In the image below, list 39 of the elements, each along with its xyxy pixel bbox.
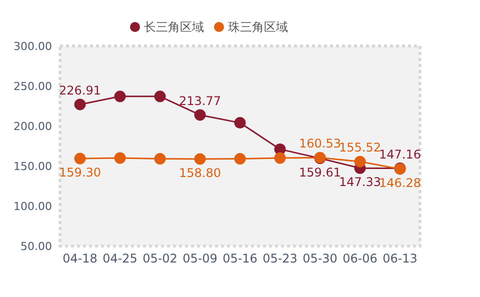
x-tick-label: 05-09 — [182, 252, 218, 266]
point — [234, 153, 246, 165]
point — [114, 152, 126, 164]
point — [154, 90, 166, 102]
point — [354, 156, 366, 168]
x-tick-label: 05-23 — [262, 252, 298, 266]
legend-label: 珠三角区域 — [228, 20, 288, 34]
x-tick-label: 06-06 — [342, 252, 378, 266]
point — [194, 109, 206, 121]
x-tick-label: 05-16 — [222, 252, 258, 266]
data-label: 160.53 — [299, 136, 341, 151]
data-label: 159.61 — [299, 165, 341, 180]
x-tick-label: 05-02 — [142, 252, 178, 266]
y-tick-label: 150.00 — [14, 160, 52, 173]
data-label: 159.30 — [59, 166, 101, 180]
data-label: 226.91 — [59, 83, 101, 98]
y-tick-label: 50.00 — [20, 240, 52, 253]
x-tick-label: 06-13 — [382, 252, 418, 266]
y-tick-label: 300.00 — [14, 40, 52, 53]
legend-label: 长三角区域 — [144, 20, 204, 34]
point — [74, 98, 86, 110]
data-label: 158.80 — [179, 166, 221, 180]
y-tick-label: 200.00 — [14, 120, 52, 133]
data-label: 213.77 — [179, 94, 221, 108]
x-tick-label: 05-30 — [302, 252, 338, 266]
point — [194, 153, 206, 165]
point — [274, 152, 286, 164]
data-label: 147.33 — [339, 175, 381, 190]
y-tick-label: 100.00 — [14, 200, 52, 213]
data-label: 155.52 — [339, 140, 381, 155]
data-label: 146.28 — [379, 176, 421, 190]
y-tick-label: 250.00 — [14, 80, 52, 93]
point — [234, 117, 246, 129]
x-tick-label: 04-25 — [102, 252, 138, 266]
data-label: 147.16 — [379, 147, 421, 162]
point — [114, 90, 126, 102]
x-tick-label: 04-18 — [62, 252, 98, 266]
point — [154, 153, 166, 165]
point — [74, 152, 86, 164]
